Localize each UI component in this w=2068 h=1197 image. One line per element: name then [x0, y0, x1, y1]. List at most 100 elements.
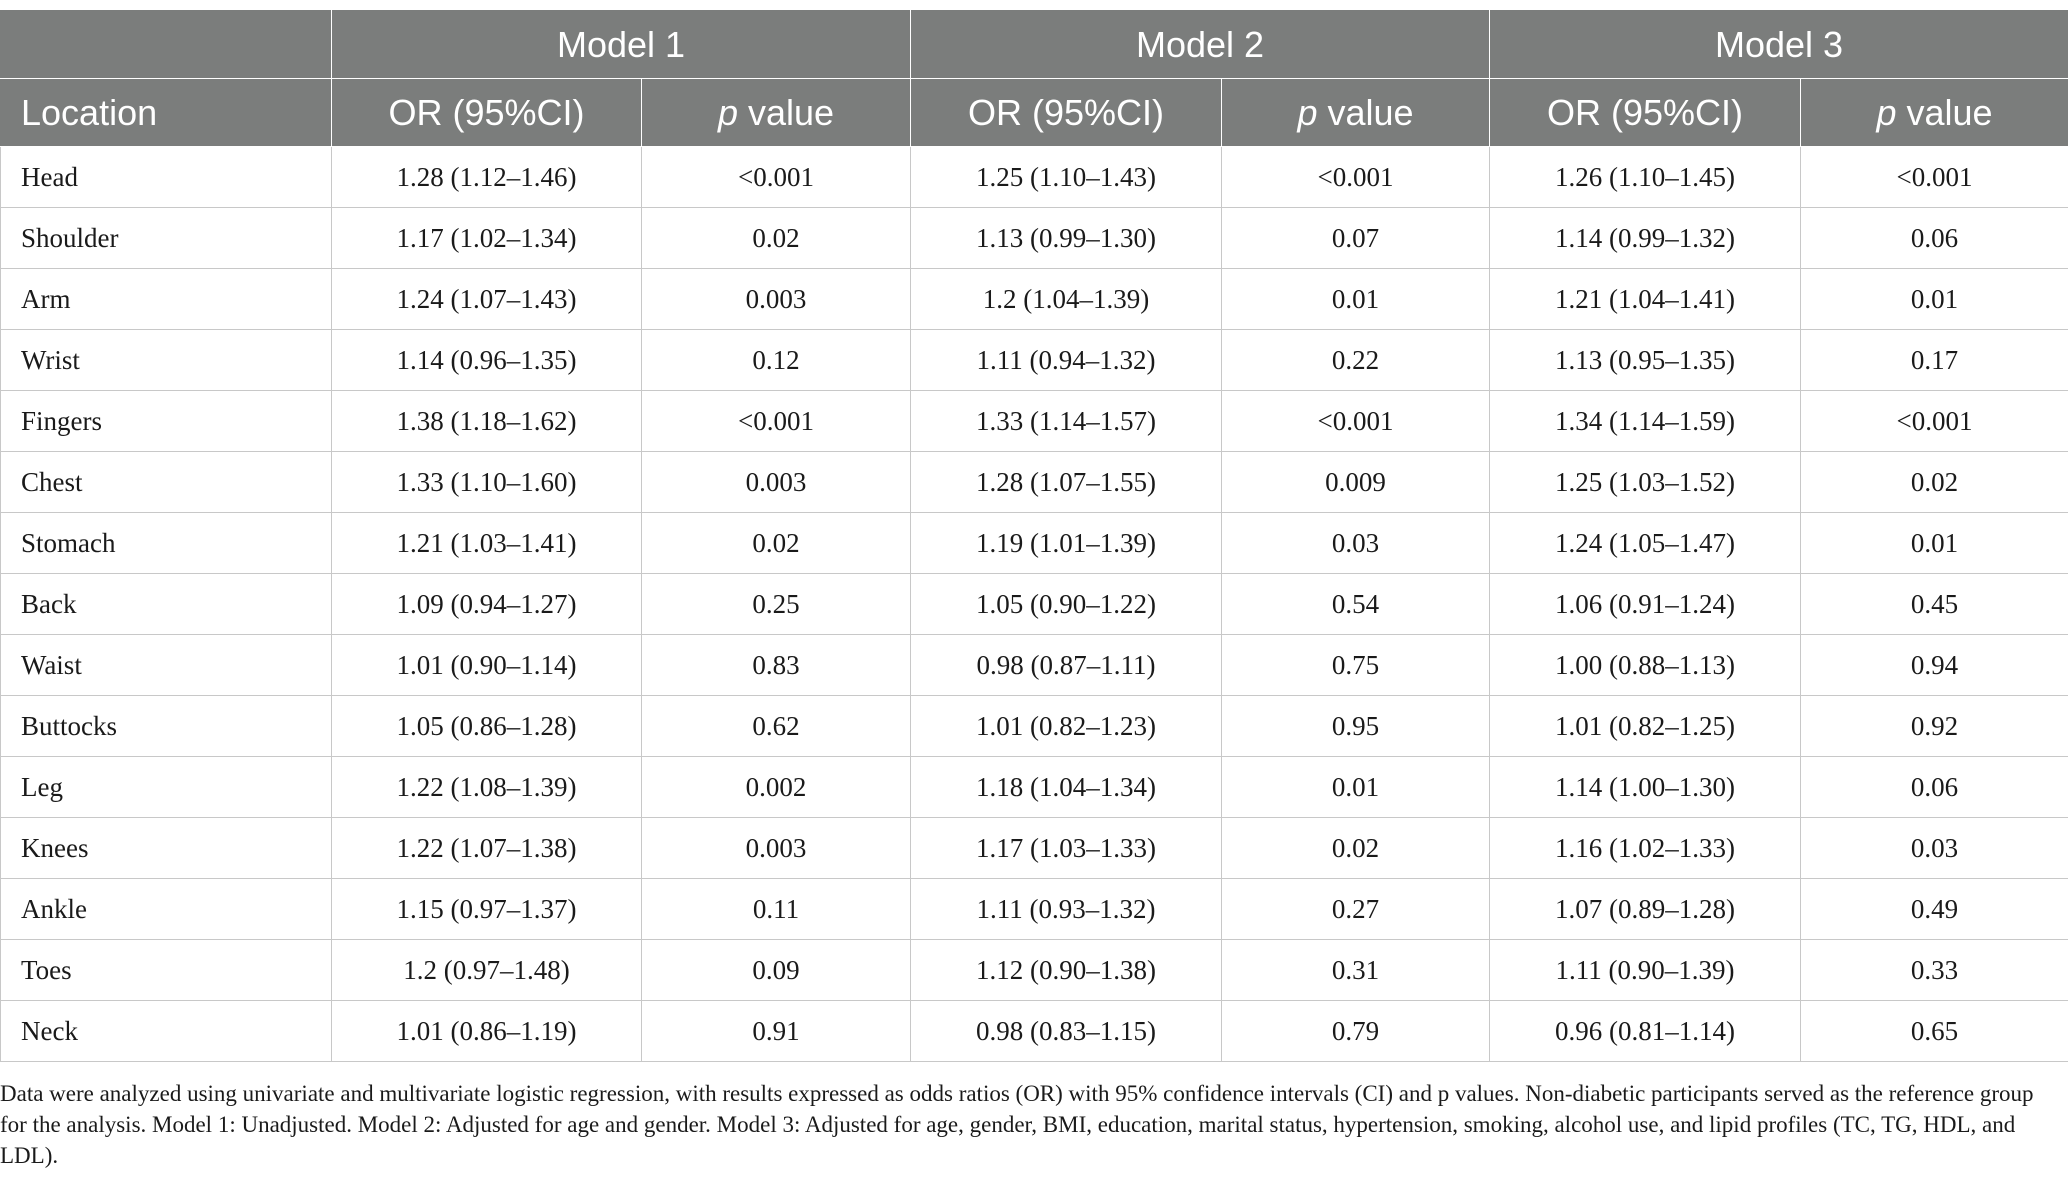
model-3-or-cell: 1.01 (0.82–1.25) [1489, 695, 1802, 757]
location-cell: Fingers [0, 390, 332, 452]
model-1-or-header: OR (95%CI) [331, 78, 642, 147]
model-1-p-cell: 0.002 [640, 756, 912, 818]
model-3-p-cell: 0.01 [1800, 268, 2068, 330]
table-row: Chest 1.33 (1.10–1.60) 0.003 1.28 (1.07–… [0, 451, 2068, 513]
model-1-or-cell: 1.01 (0.90–1.14) [331, 634, 642, 696]
model-2-or-cell: 1.2 (1.04–1.39) [910, 268, 1223, 330]
model-1-p-cell: 0.62 [640, 695, 912, 757]
model-1-header: Model 1 [330, 10, 912, 79]
model-2-p-cell: 0.009 [1221, 451, 1491, 513]
model-3-or-cell: 1.14 (0.99–1.32) [1489, 207, 1802, 269]
odds-ratio-table: Model 1 Model 2 Model 3 Location OR (95%… [0, 10, 2068, 1062]
p-italic: p [717, 91, 738, 133]
model-2-p-cell: 0.01 [1221, 756, 1491, 818]
model-1-or-cell: 1.17 (1.02–1.34) [331, 207, 642, 269]
model-2-p-cell: 0.54 [1221, 573, 1491, 635]
model-1-p-cell: 0.11 [640, 878, 912, 940]
model-2-or-cell: 1.19 (1.01–1.39) [910, 512, 1223, 574]
table-row: Arm 1.24 (1.07–1.43) 0.003 1.2 (1.04–1.3… [0, 268, 2068, 330]
model-1-p-cell: 0.91 [640, 1000, 912, 1062]
model-2-p-cell: 0.75 [1221, 634, 1491, 696]
model-2-or-cell: 0.98 (0.83–1.15) [910, 1000, 1223, 1062]
model-3-p-cell: <0.001 [1800, 390, 2068, 452]
location-cell: Buttocks [0, 695, 332, 757]
model-2-header: Model 2 [910, 10, 1491, 79]
p-value-suffix: value [1896, 91, 1993, 133]
model-2-or-cell: 0.98 (0.87–1.11) [910, 634, 1223, 696]
model-1-or-cell: 1.14 (0.96–1.35) [331, 329, 642, 391]
model-1-p-header: p value [640, 78, 912, 147]
model-2-or-cell: 1.25 (1.10–1.43) [910, 146, 1223, 208]
model-2-p-cell: 0.01 [1221, 268, 1491, 330]
model-1-p-cell: 0.003 [640, 451, 912, 513]
model-2-p-cell: 0.31 [1221, 939, 1491, 1001]
table-row: Neck 1.01 (0.86–1.19) 0.91 0.98 (0.83–1.… [0, 1000, 2068, 1062]
location-cell: Waist [0, 634, 332, 696]
table-row: Ankle 1.15 (0.97–1.37) 0.11 1.11 (0.93–1… [0, 878, 2068, 940]
model-2-or-cell: 1.01 (0.82–1.23) [910, 695, 1223, 757]
model-3-or-cell: 1.34 (1.14–1.59) [1489, 390, 1802, 452]
location-cell: Chest [0, 451, 332, 513]
model-3-p-cell: 0.06 [1800, 207, 2068, 269]
model-header-row: Model 1 Model 2 Model 3 [0, 10, 2068, 79]
model-3-p-cell: 0.06 [1800, 756, 2068, 818]
model-1-or-cell: 1.22 (1.08–1.39) [331, 756, 642, 818]
model-3-p-cell: 0.92 [1800, 695, 2068, 757]
results-table-container: Model 1 Model 2 Model 3 Location OR (95%… [0, 10, 2068, 1062]
model-1-or-cell: 1.28 (1.12–1.46) [331, 146, 642, 208]
model-1-p-cell: 0.09 [640, 939, 912, 1001]
model-1-or-cell: 1.33 (1.10–1.60) [331, 451, 642, 513]
model-3-or-header: OR (95%CI) [1489, 78, 1802, 147]
model-2-p-header: p value [1221, 78, 1491, 147]
model-1-p-cell: 0.02 [640, 207, 912, 269]
model-3-or-cell: 1.16 (1.02–1.33) [1489, 817, 1802, 879]
table-row: Fingers 1.38 (1.18–1.62) <0.001 1.33 (1.… [0, 390, 2068, 452]
model-1-or-cell: 1.24 (1.07–1.43) [331, 268, 642, 330]
location-cell: Neck [0, 1000, 332, 1062]
location-cell: Back [0, 573, 332, 635]
model-2-or-cell: 1.18 (1.04–1.34) [910, 756, 1223, 818]
location-cell: Toes [0, 939, 332, 1001]
model-3-p-cell: 0.02 [1800, 451, 2068, 513]
location-cell: Knees [0, 817, 332, 879]
location-cell: Leg [0, 756, 332, 818]
model-3-or-cell: 1.06 (0.91–1.24) [1489, 573, 1802, 635]
table-body: Head 1.28 (1.12–1.46) <0.001 1.25 (1.10–… [0, 146, 2068, 1062]
p-italic: p [1297, 91, 1318, 133]
table-row: Stomach 1.21 (1.03–1.41) 0.02 1.19 (1.01… [0, 512, 2068, 574]
location-cell: Head [0, 146, 332, 208]
model-2-p-cell: 0.03 [1221, 512, 1491, 574]
model-3-or-cell: 1.24 (1.05–1.47) [1489, 512, 1802, 574]
model-3-p-cell: 0.33 [1800, 939, 2068, 1001]
table-footnote: Data were analyzed using univariate and … [0, 1081, 2034, 1168]
model-3-p-cell: 0.94 [1800, 634, 2068, 696]
location-cell: Shoulder [0, 207, 332, 269]
model-2-p-cell: 0.79 [1221, 1000, 1491, 1062]
model-1-p-cell: 0.003 [640, 268, 912, 330]
location-cell: Arm [0, 268, 332, 330]
model-3-or-cell: 1.07 (0.89–1.28) [1489, 878, 1802, 940]
model-1-or-cell: 1.01 (0.86–1.19) [331, 1000, 642, 1062]
table-row: Leg 1.22 (1.08–1.39) 0.002 1.18 (1.04–1.… [0, 756, 2068, 818]
model-1-p-cell: 0.02 [640, 512, 912, 574]
model-2-or-cell: 1.17 (1.03–1.33) [910, 817, 1223, 879]
table-row: Head 1.28 (1.12–1.46) <0.001 1.25 (1.10–… [0, 146, 2068, 208]
model-2-or-cell: 1.13 (0.99–1.30) [910, 207, 1223, 269]
model-2-p-cell: <0.001 [1221, 390, 1491, 452]
p-value-suffix: value [737, 91, 835, 133]
model-1-p-cell: 0.003 [640, 817, 912, 879]
model-3-or-cell: 1.21 (1.04–1.41) [1489, 268, 1802, 330]
header-blank-cell [0, 10, 332, 79]
model-1-p-cell: <0.001 [640, 146, 912, 208]
model-3-p-header: p value [1800, 78, 2068, 147]
model-2-or-cell: 1.05 (0.90–1.22) [910, 573, 1223, 635]
table-header: Model 1 Model 2 Model 3 Location OR (95%… [0, 10, 2068, 147]
model-3-or-cell: 1.14 (1.00–1.30) [1489, 756, 1802, 818]
table-row: Buttocks 1.05 (0.86–1.28) 0.62 1.01 (0.8… [0, 695, 2068, 757]
model-2-p-cell: 0.02 [1221, 817, 1491, 879]
model-1-or-cell: 1.2 (0.97–1.48) [331, 939, 642, 1001]
table-row: Wrist 1.14 (0.96–1.35) 0.12 1.11 (0.94–1… [0, 329, 2068, 391]
model-3-p-cell: 0.65 [1800, 1000, 2068, 1062]
model-2-p-cell: 0.95 [1221, 695, 1491, 757]
location-header: Location [0, 78, 332, 147]
